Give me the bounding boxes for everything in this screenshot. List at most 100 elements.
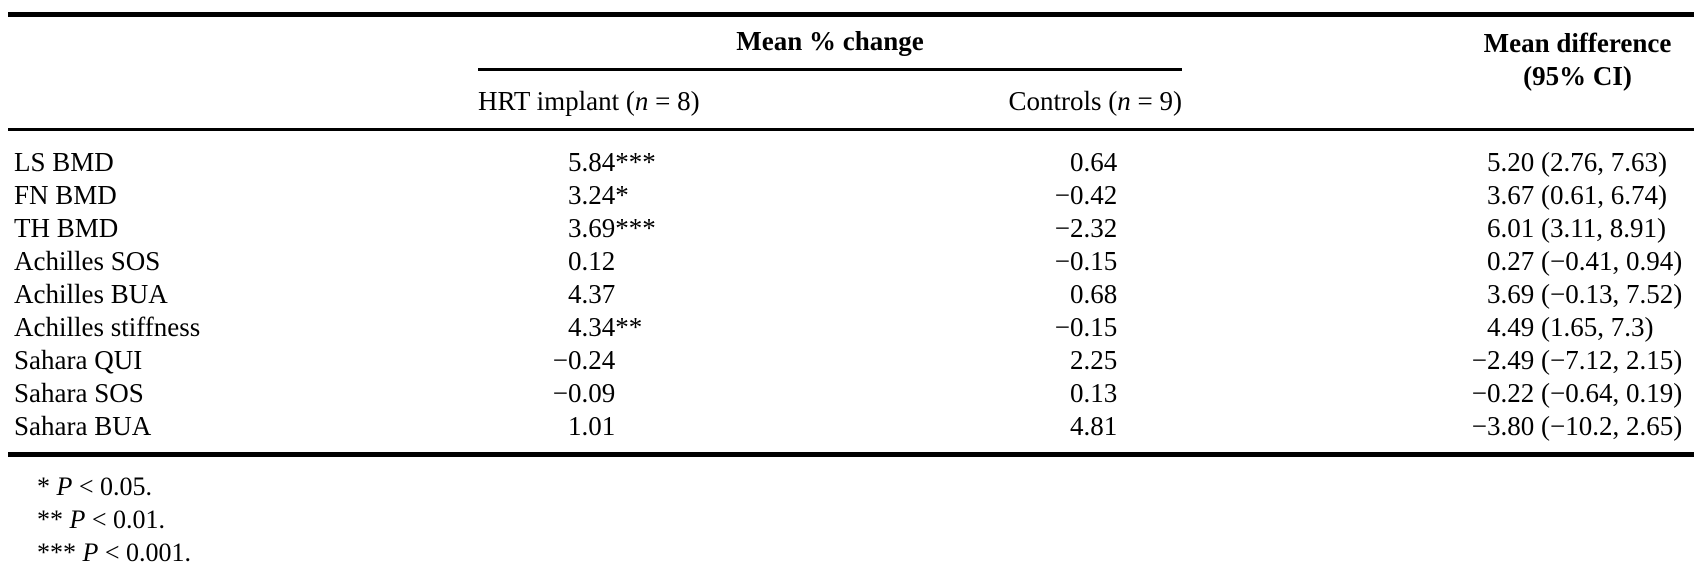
controls-column-header: Controls (n = 9) <box>782 85 1182 118</box>
hrt-value: −0.24 <box>547 344 615 377</box>
controls-header-n: n <box>1117 86 1131 116</box>
value-text: 3.67 (0.61, 6.74) <box>1487 180 1667 210</box>
controls-value: 4.81 <box>1049 410 1117 443</box>
mean-difference-value: 0.27 (−0.41, 0.94) <box>1466 245 1682 278</box>
controls-value: −2.32 <box>1049 212 1117 245</box>
value-text: 4.34 <box>568 312 616 342</box>
value-text: 0.64 <box>1070 147 1118 177</box>
controls-value: −0.15 <box>1049 245 1117 278</box>
value-text: 0.42 <box>1070 180 1118 210</box>
mean-pct-change-header: Mean % change <box>736 26 924 56</box>
significance-asterisks: * <box>615 180 629 210</box>
hrt-value: 0.12 <box>547 245 615 278</box>
value-text: 0.68 <box>1070 279 1118 309</box>
value-text: 2.25 <box>1070 345 1118 375</box>
row-label: FN BMD <box>14 180 117 210</box>
footnote-p-symbol: P <box>69 505 86 534</box>
value-text: 4.81 <box>1070 411 1118 441</box>
hrt-value: −0.09 <box>547 377 615 410</box>
hrt-value: 4.34** <box>547 311 642 344</box>
value-text: 1.01 <box>568 411 616 441</box>
table-row: Sahara BUA 1.01 4.81 −3.80 (−10.2, 2.65) <box>0 410 1702 443</box>
mean-difference-value: −2.49 (−7.12, 2.15) <box>1466 344 1682 377</box>
value-text: 4.49 (1.65, 7.3) <box>1487 312 1654 342</box>
column-spanner-rule <box>478 68 1182 71</box>
hrt-header-prefix: HRT implant ( <box>478 86 635 116</box>
footnote-p-symbol: P <box>82 538 99 567</box>
table-row: Achilles BUA 4.37 0.68 3.69 (−0.13, 7.52) <box>0 278 1702 311</box>
mean-difference-value: 3.69 (−0.13, 7.52) <box>1466 278 1682 311</box>
mean-difference-value: 6.01 (3.11, 8.91) <box>1466 212 1666 245</box>
footnote-line: *** P < 0.001. <box>37 536 191 569</box>
footnote-text: < 0.001. <box>104 538 192 567</box>
value-text: 5.84 <box>568 147 616 177</box>
controls-value: −0.15 <box>1049 311 1117 344</box>
hrt-value: 3.24* <box>547 179 629 212</box>
mean-difference-header-line1: Mean difference <box>1483 28 1672 58</box>
minus-sign: − <box>1054 213 1070 243</box>
top-rule <box>8 12 1694 17</box>
mean-difference-value: 3.67 (0.61, 6.74) <box>1466 179 1667 212</box>
value-text: 0.12 <box>568 246 616 276</box>
mean-difference-value: −0.22 (−0.64, 0.19) <box>1466 377 1682 410</box>
minus-sign: − <box>1471 345 1487 375</box>
controls-header-prefix: Controls ( <box>1008 86 1118 116</box>
controls-header-suffix: = 9) <box>1130 86 1182 116</box>
value-text: 0.15 <box>1070 312 1118 342</box>
table-row: Achilles SOS 0.12 −0.15 0.27 (−0.41, 0.94) <box>0 245 1702 278</box>
value-text: 0.24 <box>568 345 616 375</box>
value-text: 3.80 (−10.2, 2.65) <box>1487 411 1683 441</box>
minus-sign: − <box>1471 411 1487 441</box>
minus-sign: − <box>1054 312 1070 342</box>
table-row: Sahara SOS −0.09 0.13 −0.22 (−0.64, 0.19) <box>0 377 1702 410</box>
mean-difference-value: 5.20 (2.76, 7.63) <box>1466 146 1667 179</box>
value-text: 5.20 (2.76, 7.63) <box>1487 147 1667 177</box>
value-text: 0.22 (−0.64, 0.19) <box>1487 378 1683 408</box>
row-label: LS BMD <box>14 147 114 177</box>
footnote-asterisks: * <box>37 472 50 501</box>
row-label: Sahara SOS <box>14 378 144 408</box>
value-text: 0.27 (−0.41, 0.94) <box>1487 246 1683 276</box>
value-text: 2.32 <box>1070 213 1118 243</box>
table-row: LS BMD 5.84*** 0.64 5.20 (2.76, 7.63) <box>0 146 1702 179</box>
table-row: FN BMD 3.24* −0.42 3.67 (0.61, 6.74) <box>0 179 1702 212</box>
value-text: 2.49 (−7.12, 2.15) <box>1487 345 1683 375</box>
footnote-p-symbol: P <box>56 472 73 501</box>
hrt-implant-column-header: HRT implant (n = 8) <box>478 85 700 118</box>
table-row: TH BMD 3.69*** −2.32 6.01 (3.11, 8.91) <box>0 212 1702 245</box>
hrt-header-suffix: = 8) <box>648 86 700 116</box>
minus-sign: − <box>552 378 568 408</box>
hrt-value: 4.37 <box>547 278 615 311</box>
significance-asterisks: ** <box>615 312 643 342</box>
controls-value: 2.25 <box>1049 344 1117 377</box>
row-label: Achilles BUA <box>14 279 168 309</box>
value-text: 6.01 (3.11, 8.91) <box>1487 213 1666 243</box>
header-rule <box>8 128 1694 131</box>
row-label: Achilles SOS <box>14 246 161 276</box>
row-label: Achilles stiffness <box>14 312 201 342</box>
significance-asterisks: *** <box>615 147 656 177</box>
value-text: 4.37 <box>568 279 616 309</box>
footnote-asterisks: ** <box>37 505 63 534</box>
row-label: TH BMD <box>14 213 119 243</box>
value-text: 0.13 <box>1070 378 1118 408</box>
footnote-line: * P < 0.05. <box>37 470 191 503</box>
hrt-header-n: n <box>634 86 649 116</box>
minus-sign: − <box>552 345 568 375</box>
hrt-value: 3.69*** <box>547 212 656 245</box>
value-text: 3.69 <box>568 213 616 243</box>
footnote-asterisks: *** <box>37 538 76 567</box>
table-row: Achilles stiffness 4.34** −0.15 4.49 (1.65,… <box>0 311 1702 344</box>
mean-difference-header: Mean difference (95% CI) <box>1480 27 1675 93</box>
table-body: LS BMD 5.84*** 0.64 5.20 (2.76, 7.63) FN BMD… <box>0 146 1702 443</box>
controls-value: −0.42 <box>1049 179 1117 212</box>
value-text: 0.09 <box>568 378 616 408</box>
controls-value: 0.13 <box>1049 377 1117 410</box>
mean-difference-value: 4.49 (1.65, 7.3) <box>1466 311 1653 344</box>
minus-sign: − <box>1054 246 1070 276</box>
row-label: Sahara BUA <box>14 411 152 441</box>
value-text: 0.15 <box>1070 246 1118 276</box>
hrt-value: 1.01 <box>547 410 615 443</box>
controls-value: 0.68 <box>1049 278 1117 311</box>
